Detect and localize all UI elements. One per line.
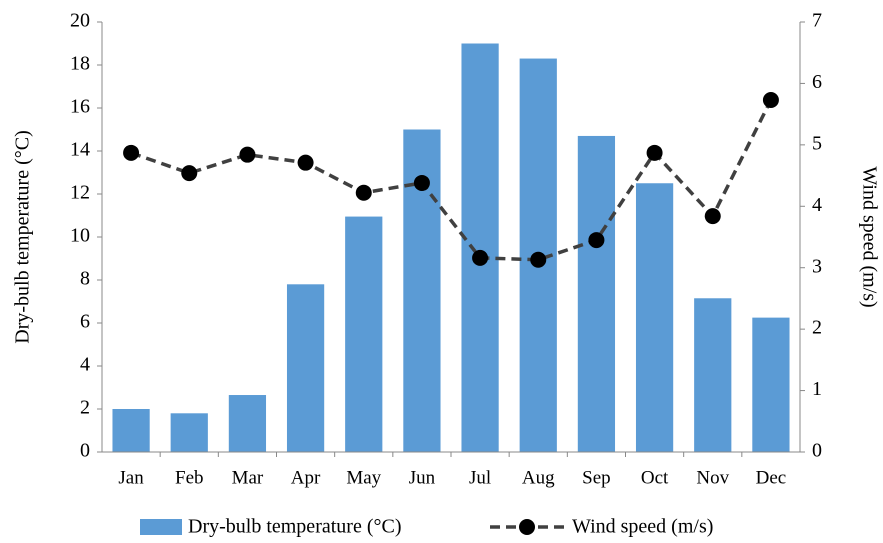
y-tick-label: 8	[80, 268, 90, 290]
x-tick-label: Nov	[696, 467, 729, 488]
legend-swatch	[140, 519, 182, 535]
bar	[170, 413, 208, 452]
legend-label: Dry-bulb temperature (°C)	[188, 516, 401, 538]
x-tick-label: Jul	[469, 467, 491, 488]
x-tick-label: Sep	[582, 467, 611, 488]
y2-tick-label: 3	[812, 255, 822, 277]
bar	[345, 216, 383, 452]
marker	[239, 146, 256, 163]
x-tick-label: Apr	[291, 467, 321, 488]
bar	[577, 135, 616, 452]
marker	[123, 144, 140, 161]
marker	[181, 165, 198, 182]
bar	[112, 409, 150, 452]
x-tick-label: May	[346, 467, 381, 488]
y2-tick-label: 5	[812, 132, 822, 154]
marker	[355, 184, 372, 201]
y2-tick-label: 7	[812, 10, 822, 32]
y2-axis-title: Wind speed (m/s)	[858, 166, 880, 307]
marker	[297, 154, 314, 171]
y2-tick-label: 4	[812, 194, 822, 216]
bar	[286, 284, 325, 452]
marker	[646, 144, 663, 161]
y-axis-title: Dry-bulb temperature (°C)	[12, 130, 34, 343]
x-tick-label: Oct	[641, 467, 669, 488]
marker	[588, 232, 605, 249]
bar	[635, 183, 674, 452]
y-tick-label: 16	[70, 96, 90, 118]
y-tick-label: 10	[70, 225, 90, 247]
marker	[704, 208, 721, 225]
x-tick-label: Jan	[118, 467, 144, 488]
marker	[413, 174, 430, 191]
y2-tick-label: 2	[812, 317, 822, 339]
y2-tick-label: 1	[812, 378, 822, 400]
marker	[762, 92, 779, 109]
y-tick-label: 2	[80, 397, 90, 419]
y2-tick-label: 0	[812, 440, 822, 462]
y-tick-label: 6	[80, 311, 90, 333]
bar	[694, 298, 732, 452]
y-tick-label: 0	[80, 440, 90, 462]
legend-label: Wind speed (m/s)	[572, 516, 713, 538]
x-tick-label: Mar	[232, 467, 264, 488]
line	[130, 99, 773, 262]
x-tick-label: Dec	[756, 467, 787, 488]
y-tick-label: 20	[70, 10, 90, 32]
y-tick-label: 18	[70, 53, 90, 75]
bar	[461, 43, 499, 452]
x-tick-label: Feb	[175, 467, 204, 488]
y-tick-label: 14	[70, 139, 90, 161]
y2-tick-label: 6	[812, 71, 822, 93]
y-tick-label: 4	[80, 354, 90, 376]
bar	[752, 317, 790, 452]
marker	[530, 251, 547, 268]
x-tick-label: Aug	[522, 467, 555, 488]
x-tick-label: Jun	[409, 467, 436, 488]
y-tick-label: 12	[70, 182, 90, 204]
bar	[228, 395, 267, 452]
marker	[472, 249, 489, 266]
legend-marker	[519, 519, 535, 535]
